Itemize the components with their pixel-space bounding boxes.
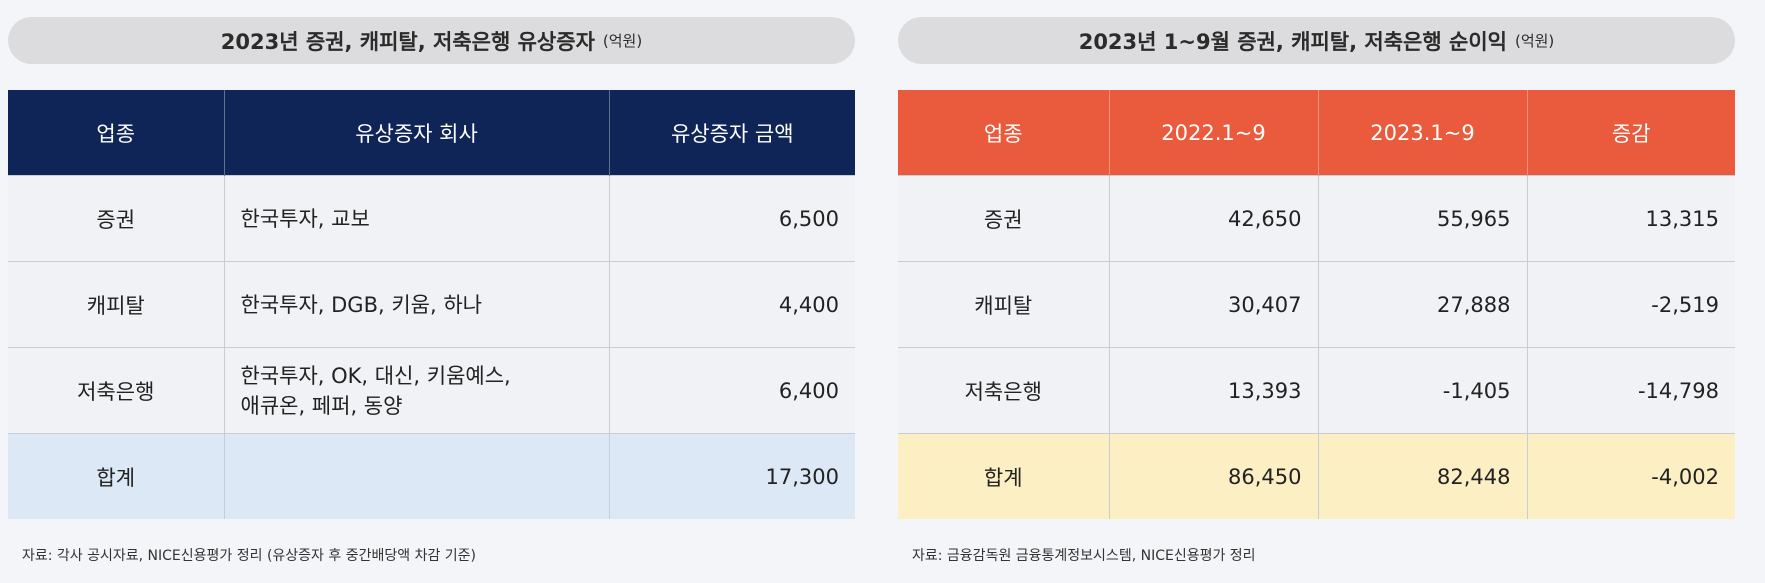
value-2022-cell: 13,393 — [1108, 347, 1318, 434]
amount-cell: 6,500 — [608, 175, 855, 262]
change-cell: -14,798 — [1526, 347, 1735, 434]
table-row: 저축은행 13,393 -1,405 -14,798 — [898, 347, 1735, 434]
header-companies: 유상증자 회사 — [223, 90, 609, 176]
table-row: 캐피탈 한국투자, DGB, 키움, 하나 4,400 — [8, 261, 855, 348]
net-income-panel: 2023년 1~9월 증권, 캐피탈, 저축은행 순이익 (억원) 업종 202… — [898, 0, 1735, 583]
total-label: 합계 — [898, 433, 1109, 519]
net-income-unit: (억원) — [1514, 32, 1555, 50]
net-income-title-text: 2023년 1~9월 증권, 캐피탈, 저축은행 순이익 — [1078, 29, 1507, 54]
industry-cell: 증권 — [898, 175, 1109, 262]
industry-cell: 저축은행 — [898, 347, 1109, 434]
table-row: 증권 42,650 55,965 13,315 — [898, 175, 1735, 262]
total-row: 합계 86,450 82,448 -4,002 — [898, 433, 1735, 519]
table-row: 캐피탈 30,407 27,888 -2,519 — [898, 261, 1735, 348]
companies-line: 한국투자, DGB, 키움, 하나 — [240, 292, 482, 317]
value-2023-cell: 55,965 — [1317, 175, 1527, 262]
capital-increase-title: 2023년 증권, 캐피탈, 저축은행 유상증자 (억원) — [8, 17, 855, 64]
total-2023: 82,448 — [1317, 433, 1527, 519]
header-change: 증감 — [1526, 90, 1735, 176]
companies-line: 한국투자, 교보 — [240, 206, 370, 231]
companies-cell: 한국투자, DGB, 키움, 하나 — [223, 261, 609, 348]
header-industry: 업종 — [898, 90, 1109, 176]
change-cell: -2,519 — [1526, 261, 1735, 348]
header-2022: 2022.1~9 — [1108, 90, 1318, 176]
companies-line: 한국투자, OK, 대신, 키움예스, — [240, 363, 511, 388]
amount-cell: 6,400 — [608, 347, 855, 434]
total-amount: 17,300 — [608, 433, 855, 519]
total-2022: 86,450 — [1108, 433, 1318, 519]
table-header-row: 업종 2022.1~9 2023.1~9 증감 — [898, 90, 1735, 176]
capital-increase-panel: 2023년 증권, 캐피탈, 저축은행 유상증자 (억원) 업종 유상증자 회사… — [8, 0, 855, 583]
header-industry: 업종 — [8, 90, 224, 176]
change-cell: 13,315 — [1526, 175, 1735, 262]
value-2022-cell: 30,407 — [1108, 261, 1318, 348]
industry-cell: 저축은행 — [8, 347, 224, 434]
table-row: 저축은행 한국투자, OK, 대신, 키움예스, 애큐온, 페퍼, 동양 6,4… — [8, 347, 855, 434]
total-companies-cell — [223, 433, 609, 519]
companies-cell: 한국투자, OK, 대신, 키움예스, 애큐온, 페퍼, 동양 — [223, 347, 609, 434]
header-2023: 2023.1~9 — [1317, 90, 1527, 176]
industry-cell: 캐피탈 — [8, 261, 224, 348]
total-row: 합계 17,300 — [8, 433, 855, 519]
net-income-title: 2023년 1~9월 증권, 캐피탈, 저축은행 순이익 (억원) — [898, 17, 1735, 64]
amount-cell: 4,400 — [608, 261, 855, 348]
capital-increase-source: 자료: 각사 공시자료, NICE신용평가 정리 (유상증자 후 중간배당액 차… — [22, 548, 477, 564]
net-income-source: 자료: 금융감독원 금융통계정보시스템, NICE신용평가 정리 — [912, 548, 1256, 564]
header-amount: 유상증자 금액 — [608, 90, 855, 176]
value-2023-cell: -1,405 — [1317, 347, 1527, 434]
value-2022-cell: 42,650 — [1108, 175, 1318, 262]
industry-cell: 캐피탈 — [898, 261, 1109, 348]
industry-cell: 증권 — [8, 175, 224, 262]
capital-increase-title-text: 2023년 증권, 캐피탈, 저축은행 유상증자 — [220, 29, 595, 54]
table-header-row: 업종 유상증자 회사 유상증자 금액 — [8, 90, 855, 176]
capital-increase-unit: (억원) — [602, 32, 643, 50]
table-row: 증권 한국투자, 교보 6,500 — [8, 175, 855, 262]
total-label: 합계 — [8, 433, 224, 519]
total-change: -4,002 — [1526, 433, 1735, 519]
companies-cell: 한국투자, 교보 — [223, 175, 609, 262]
value-2023-cell: 27,888 — [1317, 261, 1527, 348]
net-income-table: 업종 2022.1~9 2023.1~9 증감 증권 42,650 55,965… — [898, 90, 1735, 519]
companies-line: 애큐온, 페퍼, 동양 — [240, 393, 403, 418]
capital-increase-table: 업종 유상증자 회사 유상증자 금액 증권 한국투자, 교보 6,500 캐피탈… — [8, 90, 855, 519]
